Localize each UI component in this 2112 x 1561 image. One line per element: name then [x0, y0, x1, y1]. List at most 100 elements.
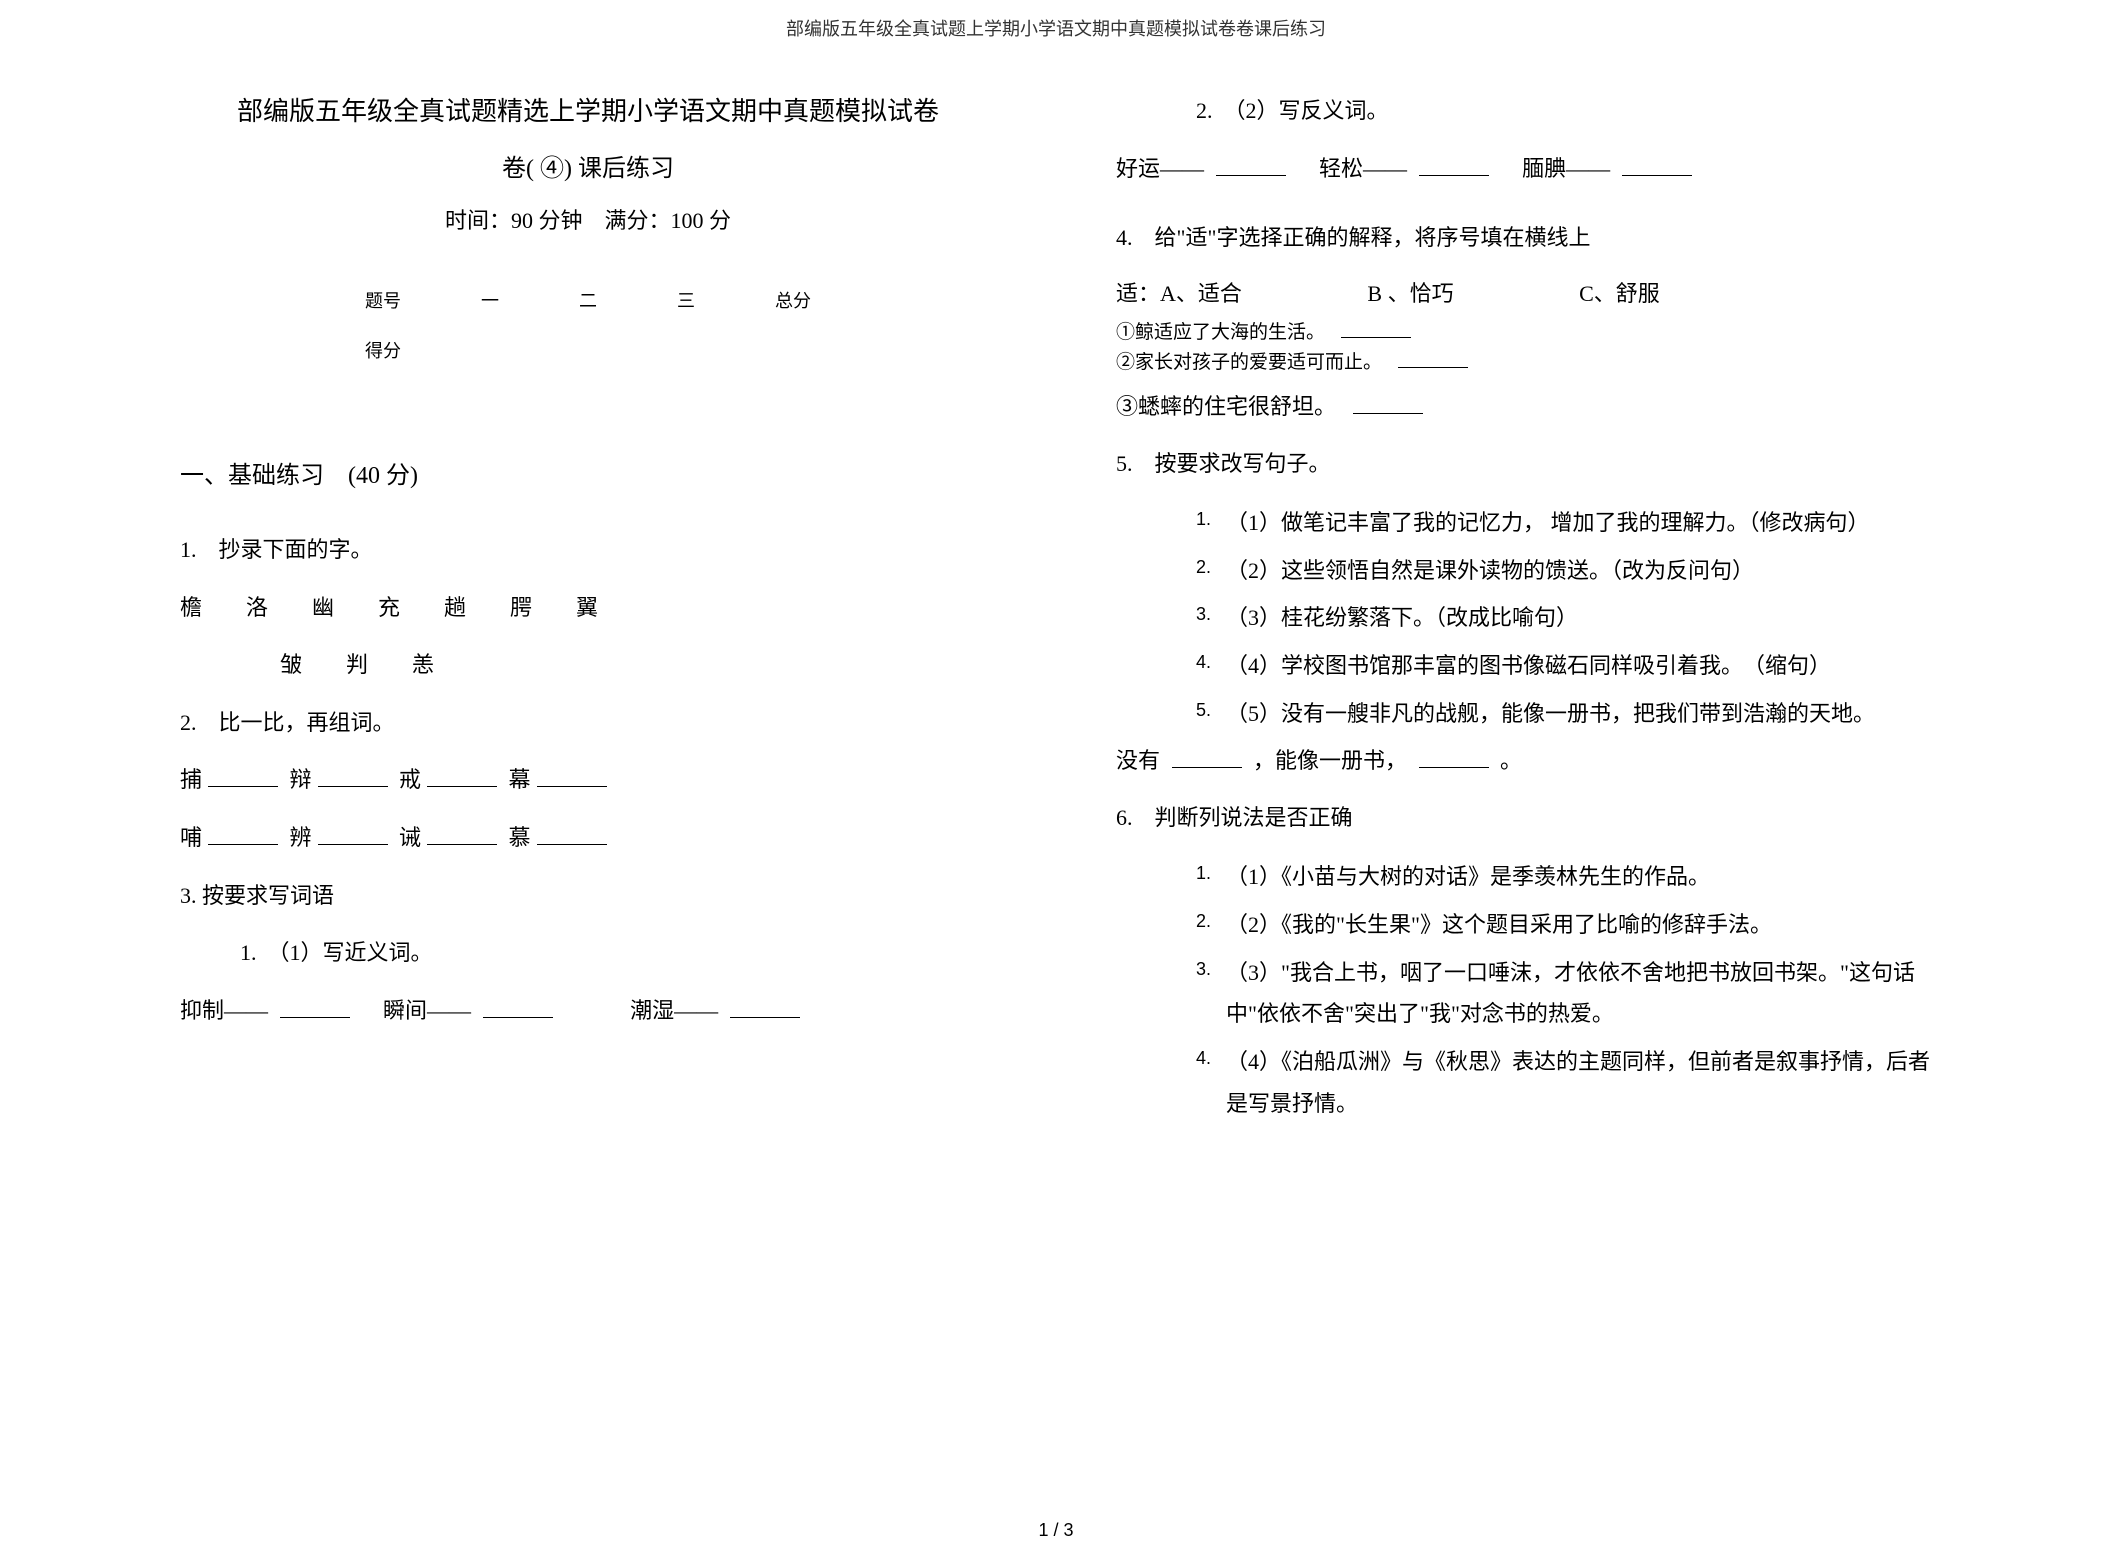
q1-chars-row1: 檐 洛 幽 充 趟 腭 翼	[180, 588, 996, 628]
q2-w3: 戒	[399, 767, 421, 792]
q2-w5: 哺	[180, 825, 202, 850]
blank	[1353, 413, 1423, 414]
q6-i2: （2）《我的"长生果"》这个题目采用了比喻的修辞手法。	[1226, 912, 1772, 937]
q4-i2-text: ②家长对孩子的爱要适可而止。	[1116, 352, 1373, 373]
blank	[1419, 175, 1489, 176]
blank	[318, 844, 388, 845]
blank	[427, 844, 497, 845]
blank	[208, 786, 278, 787]
q3-w4: 好运——	[1116, 156, 1204, 181]
q3-w3: 潮湿——	[630, 998, 718, 1023]
th-2: 二	[539, 275, 637, 325]
blank	[483, 1017, 553, 1018]
list-item: 3. （3）桂花纷繁落下。（改成比喻句）	[1196, 597, 1932, 639]
q6-list: 1. （1）《小苗与大树的对话》是季羡林先生的作品。 2. （2）《我的"长生果"》…	[1116, 856, 1932, 1125]
q6-label: 6. 判断列说法是否正确	[1116, 798, 1932, 838]
td-blank	[539, 325, 637, 375]
q2-line1: 捕 辩 戒 幕	[180, 760, 996, 800]
q6-i3: （3）"我合上书，咽了一口唾沫，才依依不舍地把书放回书架。"这句话中"依依不舍"…	[1226, 960, 1915, 1027]
list-item: 2. （2）这些领悟自然是课外读物的馈送。（改为反问句）	[1196, 550, 1932, 592]
blank	[427, 786, 497, 787]
th-1: 一	[441, 275, 539, 325]
list-item: 1. （1）《小苗与大树的对话》是季羡林先生的作品。	[1196, 856, 1932, 898]
blank	[1341, 337, 1411, 338]
q5-fill-post: 。	[1500, 748, 1522, 773]
q2-w4: 幕	[509, 767, 531, 792]
q2-w7: 诫	[399, 825, 421, 850]
list-item: 4. （4）《泊船瓜洲》与《秋思》表达的主题同样，但前者是叙事抒情，后者是写景抒情…	[1196, 1041, 1932, 1125]
blank	[1398, 367, 1468, 368]
q4-item3: ③蟋蟀的住宅很舒坦。	[1116, 387, 1932, 427]
blank	[1216, 175, 1286, 176]
page-header: 部编版五年级全真试题上学期小学语文期中真题模拟试卷卷课后练习	[0, 0, 2112, 41]
blank	[730, 1017, 800, 1018]
q2-line2: 哺 辨 诫 慕	[180, 818, 996, 858]
li-num: 3.	[1196, 952, 1211, 986]
q5-i1: （1）做笔记丰富了我的记忆力， 增加了我的理解力。（修改病句）	[1226, 510, 1870, 535]
q4-item2: ②家长对孩子的爱要适可而止。	[1116, 348, 1932, 378]
q4-i1-text: ①鲸适应了大海的生活。	[1116, 322, 1316, 343]
blank	[318, 786, 388, 787]
li-num: 1.	[1196, 502, 1211, 536]
q6-i1: （1）《小苗与大树的对话》是季羡林先生的作品。	[1226, 864, 1710, 889]
td-score-label: 得分	[325, 325, 441, 375]
q3-sub1: 1. （1）写近义词。	[180, 933, 996, 973]
td-blank	[441, 325, 539, 375]
li-num: 4.	[1196, 645, 1211, 679]
blank	[280, 1017, 350, 1018]
blank	[208, 844, 278, 845]
q3-w6: 腼腆——	[1522, 156, 1610, 181]
left-column: 部编版五年级全真试题精选上学期小学语文期中真题模拟试卷 卷( ④) 课后练习 时…	[180, 91, 996, 1131]
list-item: 2. （2）《我的"长生果"》这个题目采用了比喻的修辞手法。	[1196, 904, 1932, 946]
q1-chars-row2: 皱 判 恙	[180, 645, 996, 685]
table-row: 得分	[325, 325, 851, 375]
opt-c: C、舒服	[1579, 281, 1660, 306]
q5-i5: （5）没有一艘非凡的战舰，能像一册书，把我们带到浩瀚的天地。	[1226, 701, 1875, 726]
score-table: 题号 一 二 三 总分 得分	[325, 275, 851, 375]
exam-subtitle: 卷( ④) 课后练习	[180, 148, 996, 183]
q3-line1: 抑制—— 瞬间—— 潮湿——	[180, 991, 996, 1031]
right-column: 2. （2）写反义词。 好运—— 轻松—— 腼腆—— 4. 给"适"字选择正确的…	[1116, 91, 1932, 1131]
q6-i4: （4）《泊船瓜洲》与《秋思》表达的主题同样，但前者是叙事抒情，后者是写景抒情。	[1226, 1049, 1930, 1116]
q4-item1: ①鲸适应了大海的生活。	[1116, 318, 1932, 348]
blank	[537, 786, 607, 787]
li-num: 4.	[1196, 1041, 1211, 1075]
q4-label: 4. 给"适"字选择正确的解释，将序号填在横线上	[1116, 218, 1932, 258]
q3-line2: 好运—— 轻松—— 腼腆——	[1116, 149, 1932, 189]
li-num: 3.	[1196, 597, 1211, 631]
q5-i4: （4）学校图书馆那丰富的图书像磁石同样吸引着我。 （缩句）	[1226, 653, 1831, 678]
q2-w1: 捕	[180, 767, 202, 792]
q5-fill-mid: ，能像一册书，	[1253, 748, 1407, 773]
th-total: 总分	[735, 275, 851, 325]
q2-label: 2. 比一比，再组词。	[180, 703, 996, 743]
li-num: 1.	[1196, 856, 1211, 890]
q5-fill-pre: 没有	[1116, 748, 1160, 773]
td-blank	[637, 325, 735, 375]
exam-title: 部编版五年级全真试题精选上学期小学语文期中真题模拟试卷	[180, 91, 996, 128]
section-1-title: 一、基础练习 (40 分)	[180, 455, 996, 490]
page-number: 1 / 3	[1038, 1520, 1073, 1541]
exam-timing: 时间：90 分钟 满分：100 分	[180, 203, 996, 235]
q3-w2: 瞬间——	[383, 998, 471, 1023]
q5-label: 5. 按要求改写句子。	[1116, 444, 1932, 484]
blank	[537, 844, 607, 845]
q4-options: 适：A、适合 B 、恰巧 C、舒服	[1116, 276, 1932, 308]
table-row: 题号 一 二 三 总分	[325, 275, 851, 325]
list-item: 3. （3）"我合上书，咽了一口唾沫，才依依不舍地把书放回书架。"这句话中"依依不…	[1196, 952, 1932, 1036]
th-3: 三	[637, 275, 735, 325]
list-item: 1. （1）做笔记丰富了我的记忆力， 增加了我的理解力。（修改病句）	[1196, 502, 1932, 544]
blank	[1622, 175, 1692, 176]
li-num: 2.	[1196, 550, 1211, 584]
q5-i3: （3）桂花纷繁落下。（改成比喻句）	[1226, 605, 1578, 630]
li-num: 2.	[1196, 904, 1211, 938]
content-wrapper: 部编版五年级全真试题精选上学期小学语文期中真题模拟试卷 卷( ④) 课后练习 时…	[0, 41, 2112, 1131]
q5-fillline: 没有 ，能像一册书， 。	[1116, 741, 1932, 781]
q4-i3-text: ③蟋蟀的住宅很舒坦。	[1116, 394, 1325, 419]
blank	[1419, 767, 1489, 768]
q1-label: 1. 抄录下面的字。	[180, 530, 996, 570]
opt-b: B 、恰巧	[1367, 281, 1453, 306]
q5-i2: （2）这些领悟自然是课外读物的馈送。（改为反问句）	[1226, 558, 1754, 583]
td-blank	[735, 325, 851, 375]
opt-a: 适：A、适合	[1116, 281, 1242, 306]
q2-w6: 辨	[290, 825, 312, 850]
